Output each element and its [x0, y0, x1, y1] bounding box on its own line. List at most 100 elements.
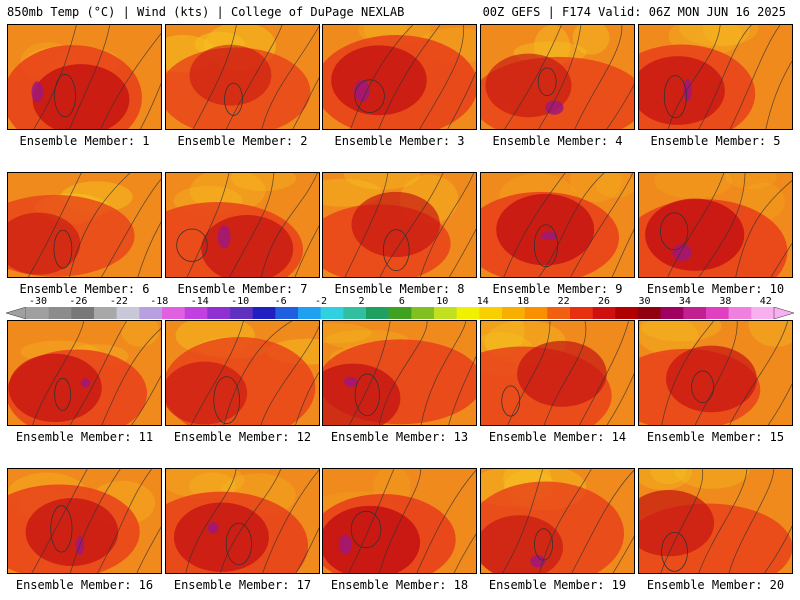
- isohypse-contour: [101, 328, 161, 425]
- closed-contour: [659, 212, 689, 251]
- isohypse-contour: [97, 469, 152, 573]
- temperature-field: [8, 321, 161, 425]
- ensemble-map-panel: [7, 172, 162, 278]
- ensemble-map-panel: [638, 320, 793, 426]
- extreme-spot: [540, 231, 558, 241]
- ensemble-member-label: Ensemble Member: 7: [177, 282, 308, 296]
- cool-patch: [725, 173, 777, 190]
- extreme-spot: [80, 378, 91, 388]
- ensemble-member-label: Ensemble Member: 1: [19, 134, 150, 148]
- extreme-spot: [530, 555, 546, 568]
- colorbar-swatch: [683, 307, 707, 319]
- cool-patch: [572, 25, 610, 55]
- colorbar-swatch: [547, 307, 571, 319]
- colorbar-tick-label: 22: [557, 296, 570, 307]
- isohypse-contour: [185, 469, 237, 573]
- temperature-field: [639, 173, 792, 277]
- isohypse-contour: [661, 321, 714, 425]
- isohypse-contour: [223, 321, 293, 425]
- hot-core: [32, 64, 130, 129]
- cool-patch: [569, 173, 622, 203]
- hot-core: [517, 340, 607, 407]
- ensemble-map-panel: [480, 172, 635, 278]
- colorbar-swatch: [94, 307, 117, 319]
- colorbar-swatch: [252, 307, 276, 319]
- colorbar-swatches: [6, 307, 794, 319]
- isohypse-contour: [606, 83, 634, 129]
- ensemble-member-label: Ensemble Member: 17: [173, 578, 312, 592]
- isohypse-contour: [69, 469, 121, 573]
- ensemble-map-panel: [638, 24, 793, 130]
- cool-patch: [344, 173, 421, 190]
- colorbar-swatch: [479, 307, 503, 319]
- colorbar-min-arrow: [6, 307, 27, 319]
- extreme-spot: [338, 534, 352, 555]
- temperature-colorbar: -30 -26 -22 -18 -14 -10 -6 -2 2 6 10 14 18 22 26 30 34 38…: [6, 296, 794, 320]
- colorbar-tick-labels: -30 -26 -22 -18 -14 -10 -6 -2 2 6 10 14 18 22 26 30 34 38…: [6, 296, 794, 308]
- isohypse-contour: [136, 526, 161, 573]
- temperature-field: [481, 173, 634, 277]
- closed-contour: [663, 75, 687, 119]
- temperature-field: [166, 321, 319, 425]
- colorbar-tick-label: -26: [69, 296, 88, 307]
- isohypse-contour: [260, 325, 319, 425]
- cool-patch: [654, 173, 733, 199]
- ensemble-member-label: Ensemble Member: 12: [173, 430, 312, 444]
- isohypse-contour: [667, 25, 721, 129]
- ensemble-member-label: Ensemble Member: 5: [650, 134, 781, 148]
- temperature-field: [8, 469, 161, 573]
- ensemble-map-panel: [638, 172, 793, 278]
- colorbar-swatch: [456, 307, 480, 319]
- isohypse-contour: [539, 469, 592, 573]
- closed-contour: [225, 522, 253, 566]
- colorbar-swatch: [184, 307, 208, 319]
- isohypse-contour: [344, 173, 389, 277]
- isohypse-contour: [420, 321, 467, 425]
- isohypse-contour: [660, 469, 704, 573]
- colorbar-tick-label: 42: [759, 296, 772, 307]
- cool-patch: [650, 469, 687, 485]
- colorbar-tick-label: -6: [274, 296, 287, 307]
- extreme-spot: [207, 522, 219, 534]
- closed-contour: [54, 73, 76, 118]
- closed-contour: [537, 67, 557, 96]
- ensemble-map-panel: [165, 172, 320, 278]
- ensemble-member-label: Ensemble Member: 8: [334, 282, 465, 296]
- ensemble-member-label: Ensemble Member: 20: [646, 578, 785, 592]
- isohypse-contour: [698, 25, 752, 129]
- isohypse-contour: [419, 173, 475, 277]
- temperature-field: [323, 469, 476, 573]
- isohypse-contour: [348, 321, 391, 425]
- isohypse-contour: [137, 221, 161, 277]
- ensemble-map-panel: [480, 468, 635, 574]
- ensemble-map-panel: [322, 468, 477, 574]
- hot-core: [645, 198, 745, 271]
- isohypse-contour: [612, 535, 634, 573]
- closed-contour: [53, 229, 73, 269]
- hot-core: [639, 56, 725, 125]
- closed-contour: [533, 224, 558, 268]
- colorbar-swatch: [139, 307, 163, 319]
- ensemble-map-panel: [165, 320, 320, 426]
- colorbar-swatch: [230, 307, 253, 319]
- ensemble-member-label: Ensemble Member: 9: [492, 282, 623, 296]
- ensemble-map-panel: [165, 468, 320, 574]
- isohypse-contour: [503, 173, 566, 277]
- isohypse-contour: [698, 469, 748, 573]
- closed-contour: [354, 373, 380, 417]
- isohypse-contour: [192, 25, 237, 129]
- isohypse-contour: [447, 71, 476, 129]
- hot-core: [496, 193, 595, 266]
- closed-contour: [382, 229, 410, 272]
- extreme-spot: [672, 244, 692, 261]
- isohypse-contour: [69, 25, 111, 129]
- temperature-field: [8, 25, 161, 129]
- closed-contour: [534, 528, 554, 561]
- ensemble-map-panel: [165, 24, 320, 130]
- valid-time: 00Z GEFS | F174 Valid: 06Z MON JUN 16 20…: [482, 5, 786, 19]
- ensemble-member-label: Ensemble Member: 16: [15, 578, 154, 592]
- ensemble-map-panel: [480, 24, 635, 130]
- isohypse-contour: [729, 25, 781, 129]
- isohypse-contour: [32, 321, 85, 425]
- isohypse-contour: [764, 525, 792, 573]
